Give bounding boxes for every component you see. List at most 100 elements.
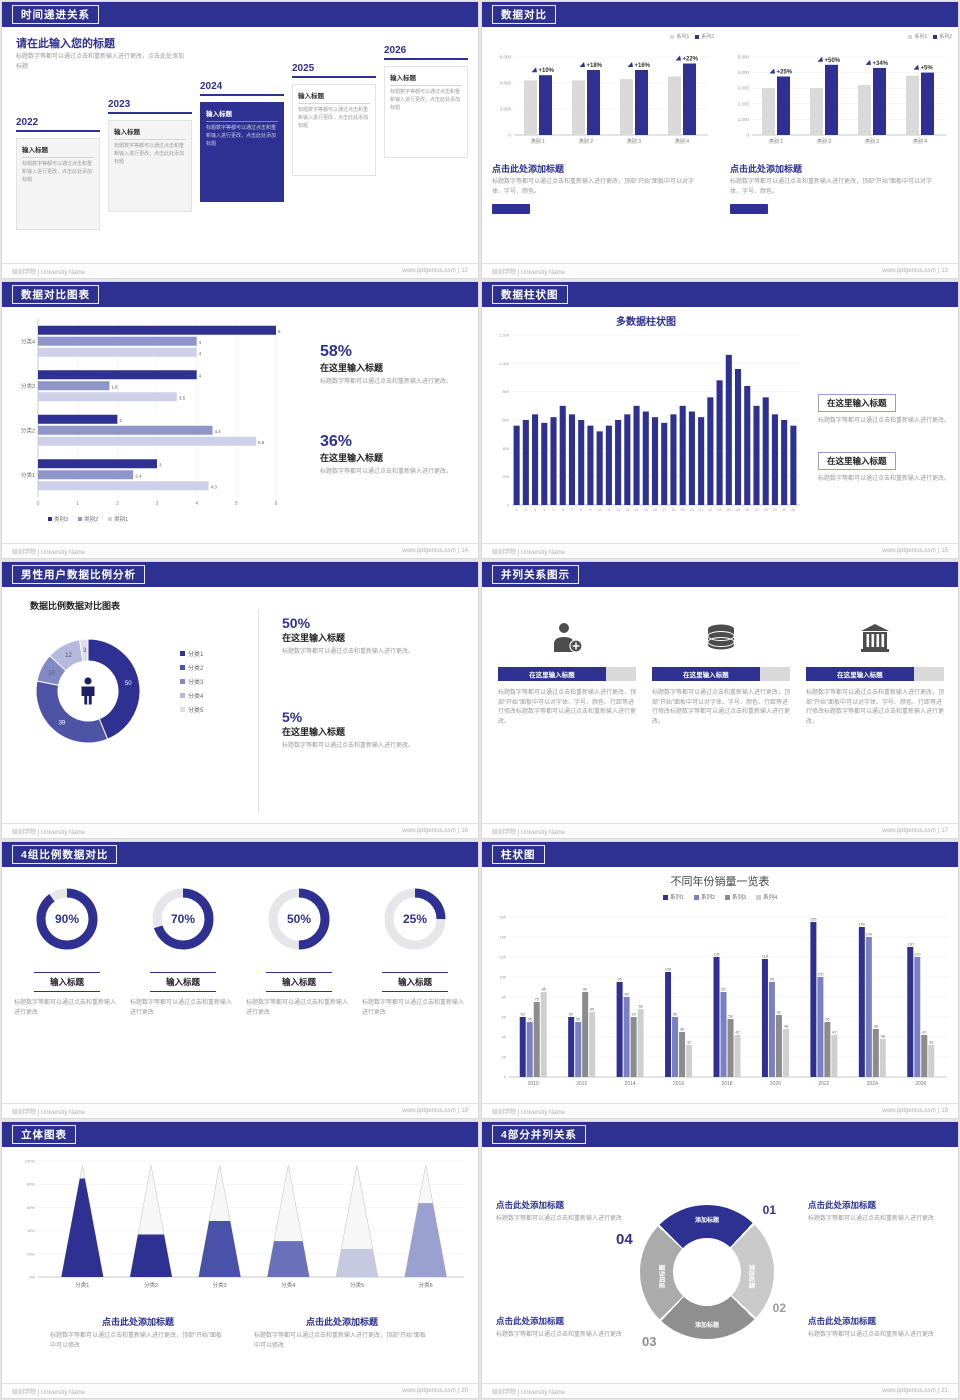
svg-text:2026: 2026	[915, 1081, 926, 1087]
gauge-text: 标题数字等都可以通过点击和重新输入进行更改	[130, 1000, 233, 1016]
chart-legend: 类别3 类别2 类别1	[48, 515, 128, 523]
svg-text:5,000: 5,000	[738, 55, 750, 60]
slide-data-comparison[interactable]: 数据对比 系列1 系列2 6,000 4,000 2,000 0 +10% 类别 1 +18…	[481, 1, 959, 279]
block-text: 标题数字等都可以通过点击和重新输入进行更改	[496, 1216, 623, 1222]
svg-text:2: 2	[525, 508, 527, 512]
svg-text:60%: 60%	[27, 1205, 35, 1210]
timeline-line	[16, 130, 100, 132]
building-icon	[861, 624, 889, 652]
title-bar-label: 在这里输入标题	[806, 667, 914, 681]
legend-item: 类别2	[78, 515, 98, 523]
slide-title: 4部分并列关系	[492, 1125, 586, 1144]
slide-footer: 结训学院 | University Name www.pptgenius.com |…	[2, 543, 478, 558]
ring-segment-label: 添加标题	[694, 1323, 720, 1329]
footer-page-number: 21	[941, 1388, 948, 1394]
stat-block: 58% 在这里输入标题 标题数字等都可以通过点击和重新输入进行更改。	[320, 343, 470, 388]
svg-text:类别 3: 类别 3	[865, 138, 879, 145]
footer-page-number: 13	[941, 268, 948, 274]
svg-text:150: 150	[859, 923, 865, 927]
svg-text:18: 18	[671, 508, 675, 512]
block-title: 在这里输入标题	[818, 452, 896, 470]
timeline-line	[384, 58, 468, 60]
timeline-year: 2026	[384, 45, 407, 56]
svg-text:28: 28	[764, 508, 768, 512]
svg-text:分类5: 分类5	[350, 1281, 364, 1289]
legend-swatch	[756, 894, 762, 900]
legend-label: 分类4	[188, 694, 204, 700]
male-person-icon	[81, 677, 95, 705]
footer-page: www.pptgenius.com | 18	[402, 1108, 468, 1114]
legend-swatch	[78, 517, 83, 521]
slide-body: 添加标题 添加标题 添加标题 添加标题 01 02 03 04 点击此处添加标题…	[482, 1147, 958, 1383]
timeline-item: 2023 输入标题 标题数字等都可以通过点击和重新输入进行更改，点击此处添加标题	[108, 99, 192, 212]
slide-column-chart[interactable]: 数据柱状图 多数据柱状图 1,200 1,000 800 600 400 200 0 1 2 3 4…	[481, 281, 959, 559]
svg-text:32: 32	[929, 1041, 933, 1045]
slide-grouped-column-chart[interactable]: 柱状图 不同年份销量一览表 系列1 系列2 系列3 系列4 160 140 120 1…	[481, 841, 959, 1119]
slide-parallel-relations[interactable]: 并列关系图示 在这里输入标题 标题数字等都可以通过点击和重新输入进行更改，顶部“…	[481, 561, 959, 839]
stat-block: 36% 在这里输入标题 标题数字等都可以通过点击和重新输入进行更改。	[320, 433, 470, 478]
column-text: 标题数字等都可以通过点击和重新输入进行更改，顶部“开始”面板中可以对字体、字号、…	[498, 690, 637, 725]
timeline-card-title: 输入标题	[206, 108, 278, 122]
legend-swatch	[693, 894, 699, 900]
slide-footer: 结训学院 | University Name www.pptgenius.com |…	[2, 1103, 478, 1118]
svg-text:48: 48	[874, 1025, 878, 1029]
legend-swatch	[662, 894, 668, 900]
svg-text:140: 140	[866, 933, 872, 937]
footer-page: www.pptgenius.com | 14	[402, 548, 468, 554]
svg-text:27: 27	[755, 508, 759, 512]
footer-site: www.pptgenius.com	[882, 548, 936, 554]
svg-text:6,000: 6,000	[500, 55, 512, 60]
legend-item: 系列1	[908, 33, 927, 40]
svg-text:80%: 80%	[27, 1182, 35, 1187]
svg-text:85: 85	[721, 988, 725, 992]
text-block: 点击此处添加标题 标题数字等都可以通过点击和重新输入进行更改	[496, 1199, 634, 1225]
page-subtitle: 标题数字等都可以通过点击和重新输入进行更改，点击此处添加标题	[16, 54, 185, 70]
stat-percent: 5%	[282, 709, 303, 725]
svg-text:12: 12	[616, 508, 620, 512]
svg-text:2024: 2024	[867, 1081, 878, 1087]
feature-column: 在这里输入标题 标题数字等都可以通过点击和重新输入进行更改，顶部“开始”面板中可…	[652, 615, 790, 727]
slide-header: 4组比例数据对比	[2, 842, 478, 867]
legend-swatch	[108, 517, 113, 521]
svg-text:类别 4: 类别 4	[675, 138, 689, 145]
footer-page-number: 15	[941, 548, 948, 554]
timeline-card-text: 标题数字等都可以通过点击和重新输入进行更改，点击此处添加标题	[206, 125, 277, 147]
footer-org: 结训学院 | University Name	[12, 1389, 85, 1396]
title-bar: 在这里输入标题	[498, 667, 636, 681]
slide-header: 4部分并列关系	[482, 1122, 958, 1147]
svg-text:70%: 70%	[171, 912, 195, 926]
footer-org: 结训学院 | University Name	[12, 1109, 85, 1116]
slide-comparison-bar-chart[interactable]: 数据对比图表 0 1 2 3 4 5 6 6 4 4 分类4 4 1.8 3.5 分类3 2 4.4 5.5 分类2…	[1, 281, 479, 559]
timeline-year: 2025	[292, 63, 315, 74]
slide-male-user-ratio[interactable]: 男性用户数据比例分析 数据比例数据对比图表 50 39 10 12 3 分类1 分类2 …	[1, 561, 479, 839]
stat-text: 标题数字等都可以通过点击和重新输入进行更改。	[320, 379, 453, 385]
slide-four-ratio-comparison[interactable]: 4组比例数据对比 90% 输入标题 标题数字等都可以通过点击和重新输入进行更改 …	[1, 841, 479, 1119]
svg-text:22: 22	[708, 508, 712, 512]
svg-text:48: 48	[784, 1025, 788, 1029]
svg-text:60: 60	[502, 1015, 507, 1020]
svg-text:3: 3	[83, 648, 87, 654]
svg-text:4: 4	[199, 340, 202, 345]
svg-text:20%: 20%	[27, 1251, 35, 1256]
slide-header: 并列关系图示	[482, 562, 958, 587]
svg-text:140: 140	[499, 935, 506, 940]
slide-body: 0 1 2 3 4 5 6 6 4 4 分类4 4 1.8 3.5 分类3 2 4.4 5.5 分类2 3 2.4 4.3…	[2, 307, 478, 543]
svg-text:10: 10	[598, 508, 602, 512]
footer-separator: |	[937, 268, 940, 274]
svg-text:29: 29	[773, 508, 777, 512]
legend-swatch	[180, 665, 185, 670]
gauge-text: 标题数字等都可以通过点击和重新输入进行更改	[246, 1000, 349, 1016]
svg-text:3: 3	[156, 501, 159, 507]
slide-four-part-relation[interactable]: 4部分并列关系 添加标题 添加标题 添加标题 添加标题 01 02 03 04 …	[481, 1121, 959, 1399]
footer-org: 结训学院 | University Name	[492, 1109, 565, 1116]
legend-item: 分类1	[180, 649, 203, 658]
legend-item: 系列2	[695, 33, 714, 40]
svg-text:80: 80	[502, 995, 507, 1000]
slide-3d-cone-chart[interactable]: 立体图表 100% 80% 60% 40% 20% 0% 分类1 分类2 分类3 分类4 分类5 分类…	[1, 1121, 479, 1399]
slide-time-progression[interactable]: 时间递进关系 请在此输入您的标题 标题数字等都可以通过点击和重新输入进行更改，点…	[1, 1, 479, 279]
timeline-card-title: 输入标题	[22, 144, 94, 158]
svg-text:24: 24	[727, 508, 731, 512]
svg-text:62: 62	[777, 1011, 781, 1015]
gauge-column: 25% 输入标题 标题数字等都可以通过点击和重新输入进行更改	[362, 883, 468, 1018]
column-text: 标题数字等都可以通过点击和重新输入进行更改，顶部“开始”面板中可以对字体、字号、…	[806, 690, 945, 725]
